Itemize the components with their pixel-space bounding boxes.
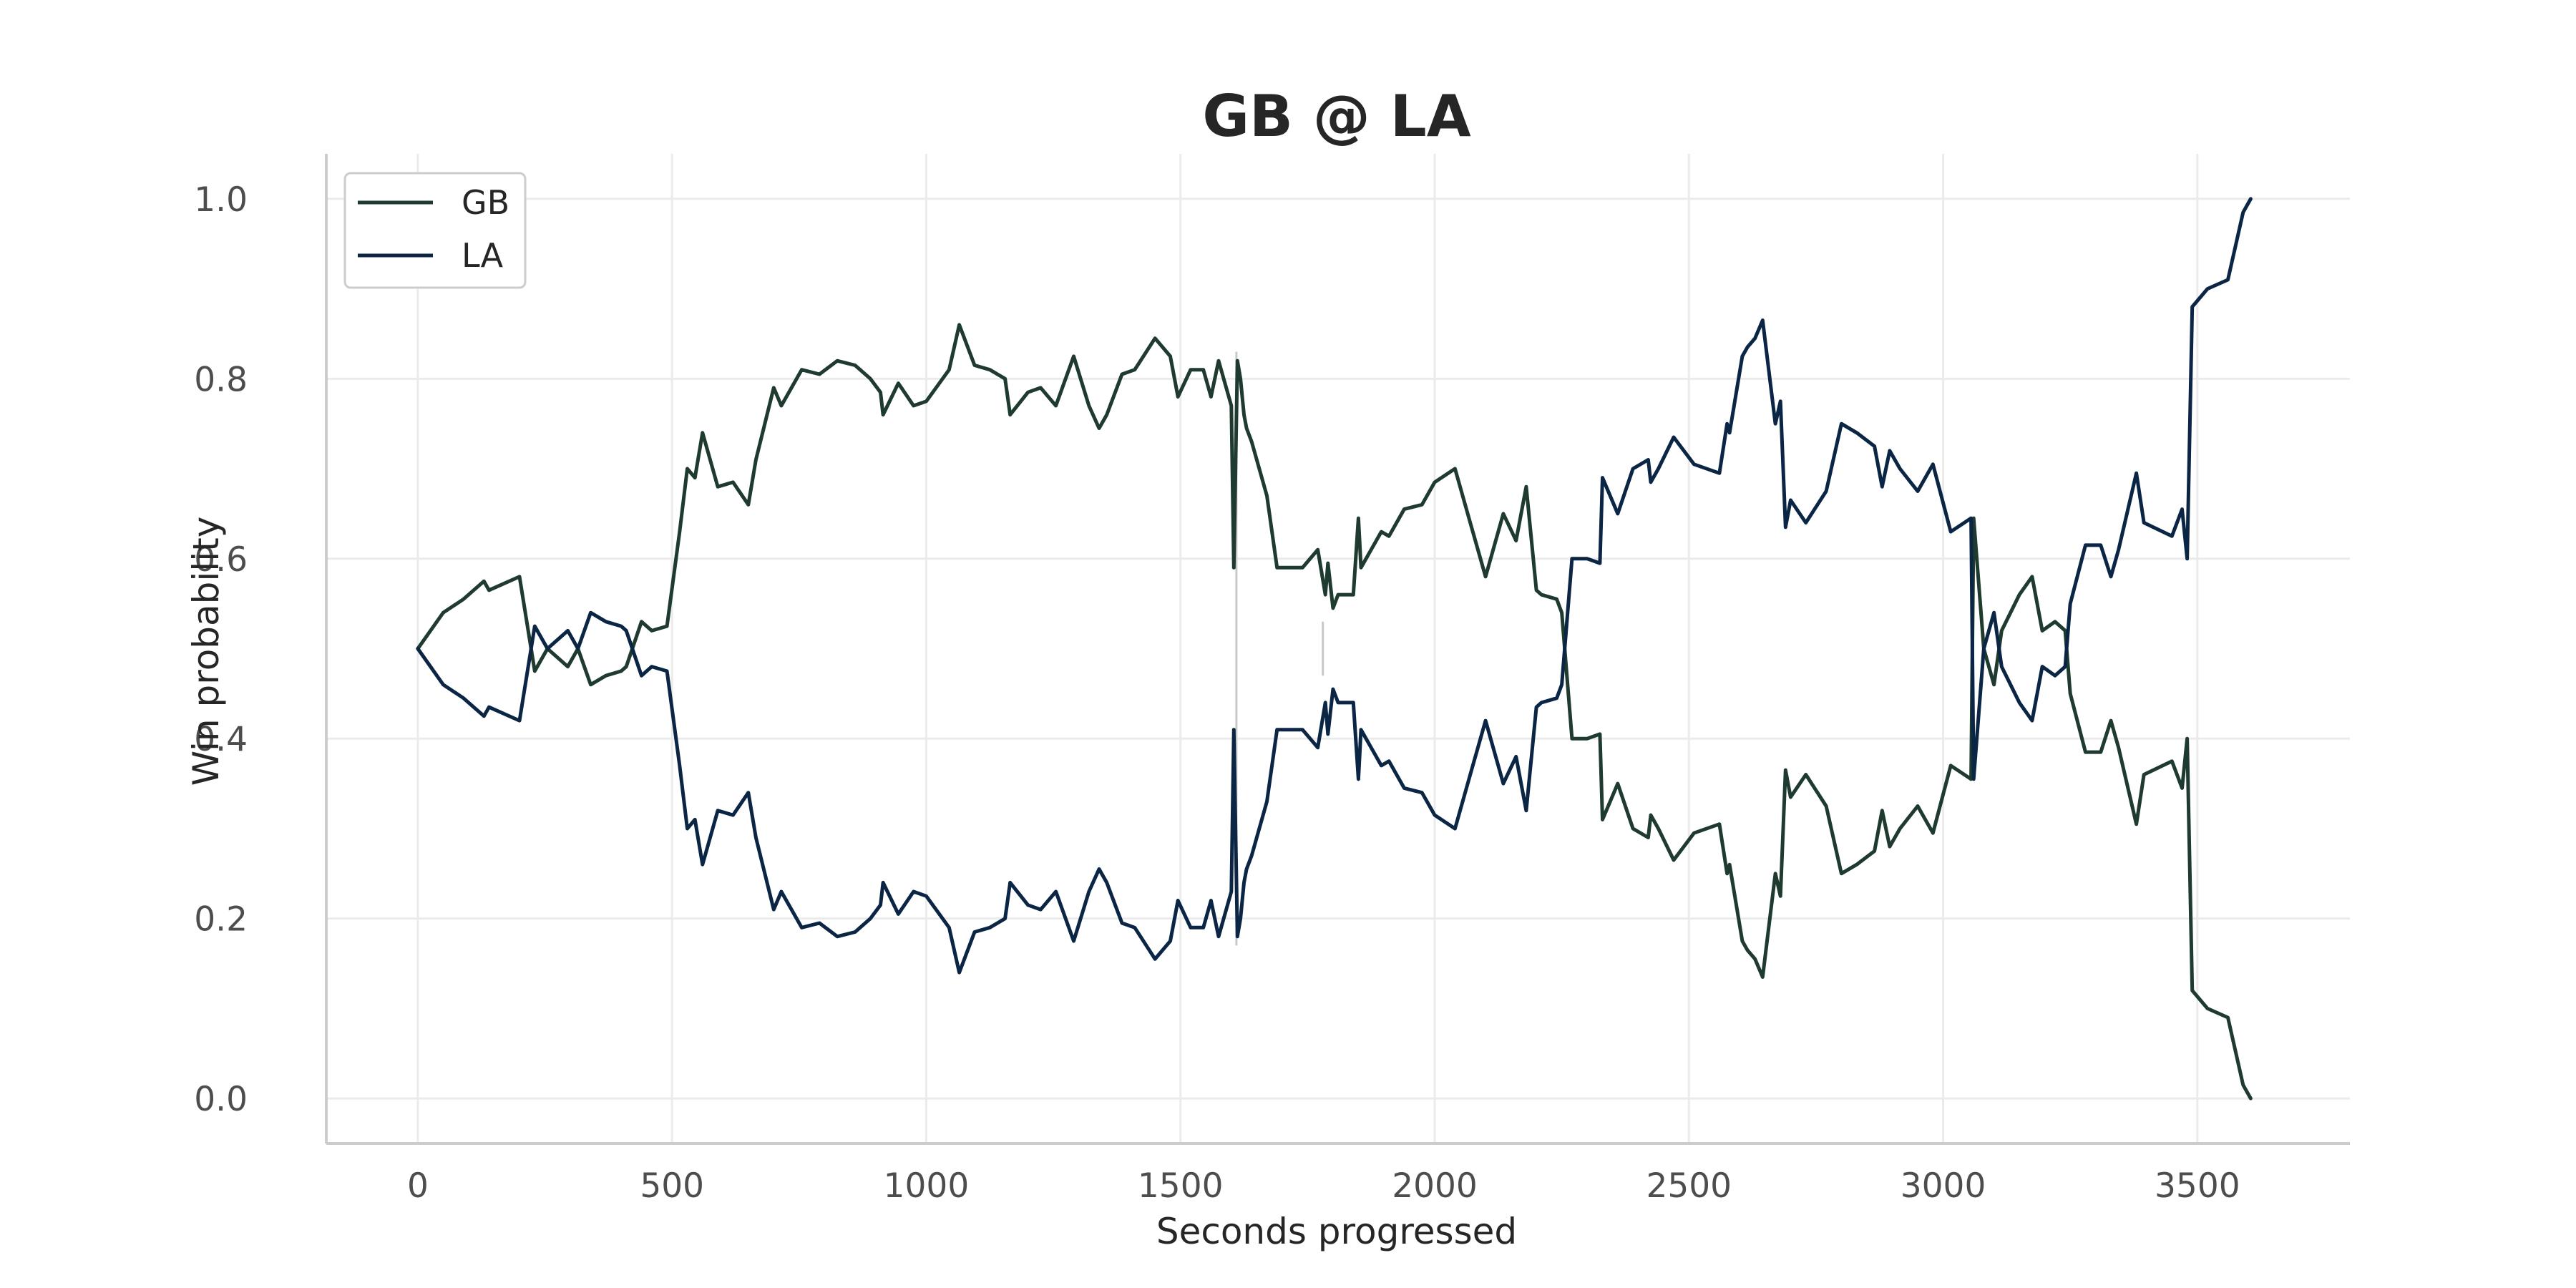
y-tick-label: 0.6 bbox=[194, 540, 248, 580]
y-tick-label: 0.8 bbox=[194, 360, 248, 399]
x-axis-label: Seconds progressed bbox=[1156, 1211, 1517, 1252]
legend-label-gb: GB bbox=[462, 183, 509, 222]
series-line-gb bbox=[416, 323, 2253, 1101]
chart-title: GB @ LA bbox=[1202, 83, 1470, 150]
y-tick-label: 0.4 bbox=[194, 720, 248, 759]
y-tick-label: 1.0 bbox=[194, 180, 248, 220]
y-tick-labels: 0.0 0.2 0.4 0.6 0.8 1.0 bbox=[194, 180, 248, 1119]
series-layer bbox=[416, 197, 2253, 1101]
x-tick-label: 2000 bbox=[1392, 1166, 1478, 1206]
x-tick-label: 1500 bbox=[1138, 1166, 1224, 1206]
grid-layer bbox=[326, 154, 2350, 1143]
legend: GB LA bbox=[343, 172, 527, 289]
x-tick-label: 500 bbox=[640, 1166, 704, 1206]
y-tick-label: 0.0 bbox=[194, 1080, 248, 1119]
x-tick-label: 3000 bbox=[1901, 1166, 1986, 1206]
y-axis-label: Win probability bbox=[185, 517, 227, 786]
y-tick-label: 0.2 bbox=[194, 900, 248, 940]
x-tick-label: 0 bbox=[407, 1166, 429, 1206]
x-tick-label: 3500 bbox=[2155, 1166, 2240, 1206]
legend-label-la: LA bbox=[462, 236, 504, 275]
x-tick-label: 2500 bbox=[1646, 1166, 1732, 1206]
series-line-la bbox=[416, 197, 2253, 975]
x-tick-label: 1000 bbox=[884, 1166, 970, 1206]
x-tick-labels: 0 500 1000 1500 2000 2500 3000 3500 bbox=[407, 1166, 2240, 1206]
vertical-marker-lines bbox=[1235, 351, 1324, 946]
